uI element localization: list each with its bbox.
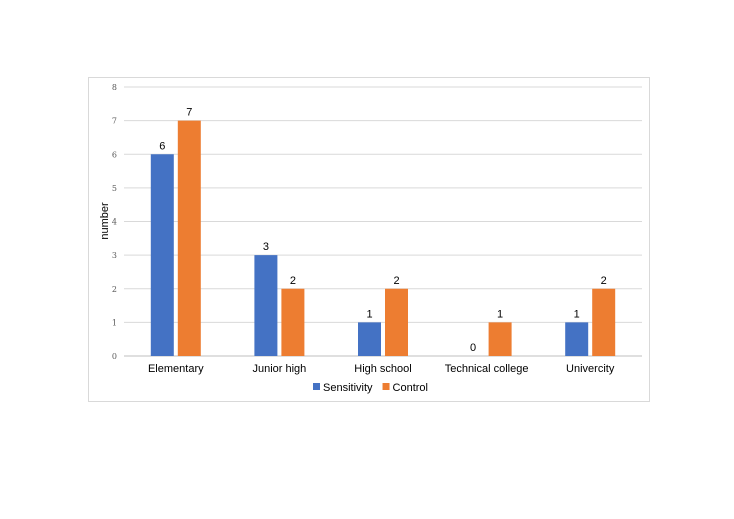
bar bbox=[592, 288, 616, 356]
data-labels: 6 7 3 2 1 2 0 1 1 2 bbox=[159, 107, 607, 354]
bar bbox=[177, 120, 201, 356]
category-label: Junior high bbox=[252, 363, 306, 375]
data-label: 6 bbox=[159, 140, 165, 152]
data-label: 3 bbox=[263, 241, 269, 253]
data-label: 2 bbox=[601, 275, 607, 287]
gridlines bbox=[124, 86, 642, 357]
y-tick-label: 2 bbox=[112, 285, 117, 294]
y-tick-label: 4 bbox=[112, 218, 117, 227]
y-tick-label: 3 bbox=[112, 251, 117, 260]
y-tick-label: 6 bbox=[112, 150, 117, 159]
bar bbox=[565, 322, 589, 356]
category-labels: Elementary Junior high High school Technica… bbox=[148, 363, 615, 375]
category-label: Technical college bbox=[445, 363, 529, 375]
y-tick-label: 1 bbox=[112, 318, 117, 327]
legend-swatch bbox=[382, 383, 390, 390]
data-label: 2 bbox=[393, 275, 399, 287]
data-label: 1 bbox=[366, 308, 372, 320]
bars bbox=[150, 120, 616, 356]
y-axis-ticks: 0 1 2 3 4 5 6 7 8 bbox=[112, 83, 117, 361]
bar bbox=[385, 288, 408, 356]
category-label: Univercity bbox=[566, 363, 615, 375]
data-label: 2 bbox=[290, 275, 296, 287]
y-tick-label: 7 bbox=[112, 117, 117, 126]
data-label: 7 bbox=[186, 107, 192, 119]
bar bbox=[150, 154, 174, 356]
bar bbox=[281, 288, 305, 356]
bar bbox=[358, 322, 381, 356]
bar bbox=[488, 322, 512, 356]
category-label: Elementary bbox=[148, 363, 204, 375]
y-tick-label: 0 bbox=[112, 352, 117, 361]
bar bbox=[254, 255, 278, 356]
legend-label: Control bbox=[393, 382, 428, 394]
category-label: High school bbox=[354, 363, 411, 375]
y-axis-label: number bbox=[99, 202, 111, 240]
y-tick-label: 5 bbox=[112, 184, 117, 193]
data-label: 1 bbox=[574, 308, 580, 320]
legend-swatch bbox=[313, 383, 320, 390]
y-tick-label: 8 bbox=[112, 83, 117, 92]
data-label: 0 bbox=[470, 342, 476, 354]
legend-label: Sensitivity bbox=[323, 382, 373, 394]
legend: Sensitivity Control bbox=[313, 382, 428, 394]
data-label: 1 bbox=[497, 308, 503, 320]
